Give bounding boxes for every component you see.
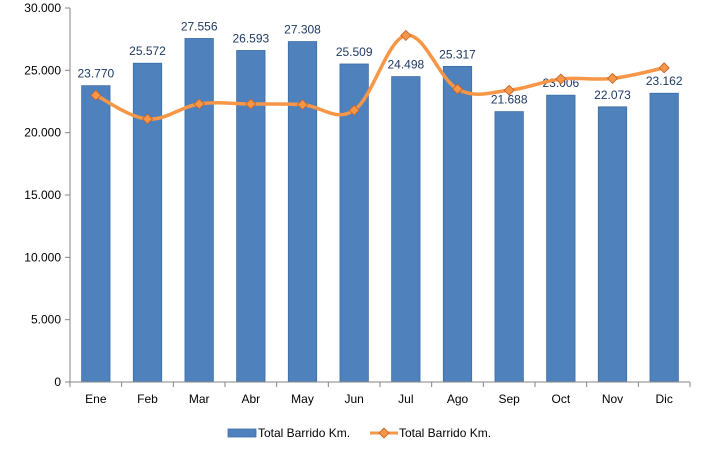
- bar-data-label: 25.572: [129, 44, 166, 58]
- line-marker: [658, 62, 670, 74]
- bar-data-labels: 23.770 25.572 27.556 26.593 27.308 25.509 24.4…: [77, 19, 682, 106]
- line-marker: [555, 73, 567, 85]
- x-tick-label: Nov: [602, 392, 623, 406]
- bar-data-label: 24.498: [387, 58, 424, 72]
- x-tick-label: Feb: [137, 392, 158, 406]
- line-series: [90, 29, 670, 125]
- line-marker: [245, 98, 257, 110]
- x-tick-label: Sep: [498, 392, 520, 406]
- x-tick-label: Ene: [85, 392, 107, 406]
- bar-data-label: 27.556: [181, 19, 218, 33]
- y-tick-label: 25.000: [24, 63, 61, 77]
- y-tick-label: 0: [54, 375, 61, 389]
- line-marker: [90, 89, 102, 101]
- x-tick-label: Ago: [447, 392, 469, 406]
- x-tick-label: Dic: [655, 392, 672, 406]
- y-tick-label: 20.000: [24, 126, 61, 140]
- bar: [339, 63, 369, 383]
- line-marker: [400, 29, 412, 41]
- bar-data-label: 23.770: [77, 67, 114, 81]
- x-tick-label: Jul: [398, 392, 413, 406]
- bar: [494, 111, 524, 383]
- bar: [132, 62, 163, 383]
- x-tick-label: Abr: [241, 392, 260, 406]
- y-tick-label: 30.000: [24, 1, 61, 15]
- y-tick-label: 15.000: [24, 188, 61, 202]
- bar: [442, 65, 473, 383]
- legend-line-label: Total Barrido Km.: [399, 426, 491, 440]
- line-marker: [193, 98, 205, 110]
- line-marker: [141, 113, 154, 125]
- line-marker: [296, 99, 309, 111]
- bar: [546, 94, 576, 383]
- legend-bar-swatch: [227, 428, 257, 438]
- y-tick-label: 10.000: [24, 250, 61, 264]
- bar-data-label: 23.162: [646, 74, 683, 88]
- legend-line-marker: [378, 427, 390, 439]
- bar-data-label: 25.317: [439, 47, 476, 61]
- line-path: [95, 33, 665, 121]
- y-axis: 0 5.000 10.000 15.000 20.000 25.000 30.000: [24, 1, 71, 389]
- bar: [391, 76, 421, 383]
- line-marker: [606, 72, 619, 85]
- legend-bar-label: Total Barrido Km.: [258, 426, 350, 440]
- bar: [81, 85, 111, 383]
- bar: [184, 38, 214, 383]
- bar-data-label: 26.593: [232, 31, 269, 45]
- bar: [649, 92, 679, 383]
- x-tick-label: Mar: [189, 392, 210, 406]
- x-tick-label: Jun: [344, 392, 363, 406]
- y-tick-label: 5.000: [31, 313, 61, 327]
- bar: [597, 106, 628, 383]
- bar-data-label: 21.688: [491, 93, 528, 107]
- x-axis: Ene Feb Mar Abr May Jun Jul Ago Sep Oct Nov Dic: [69, 381, 691, 406]
- bar: [287, 41, 318, 383]
- x-tick-label: May: [291, 392, 314, 406]
- bar-series: [81, 38, 679, 383]
- legend: Total Barrido Km. Total Barrido Km.: [227, 426, 491, 440]
- line-marker: [348, 104, 360, 116]
- x-tick-label: Oct: [551, 392, 570, 406]
- bar-data-label: 22.073: [594, 88, 631, 102]
- bar-data-label: 27.308: [284, 23, 321, 37]
- line-marker: [451, 83, 464, 95]
- line-marker: [503, 84, 515, 96]
- bar-data-label: 25.509: [336, 45, 373, 59]
